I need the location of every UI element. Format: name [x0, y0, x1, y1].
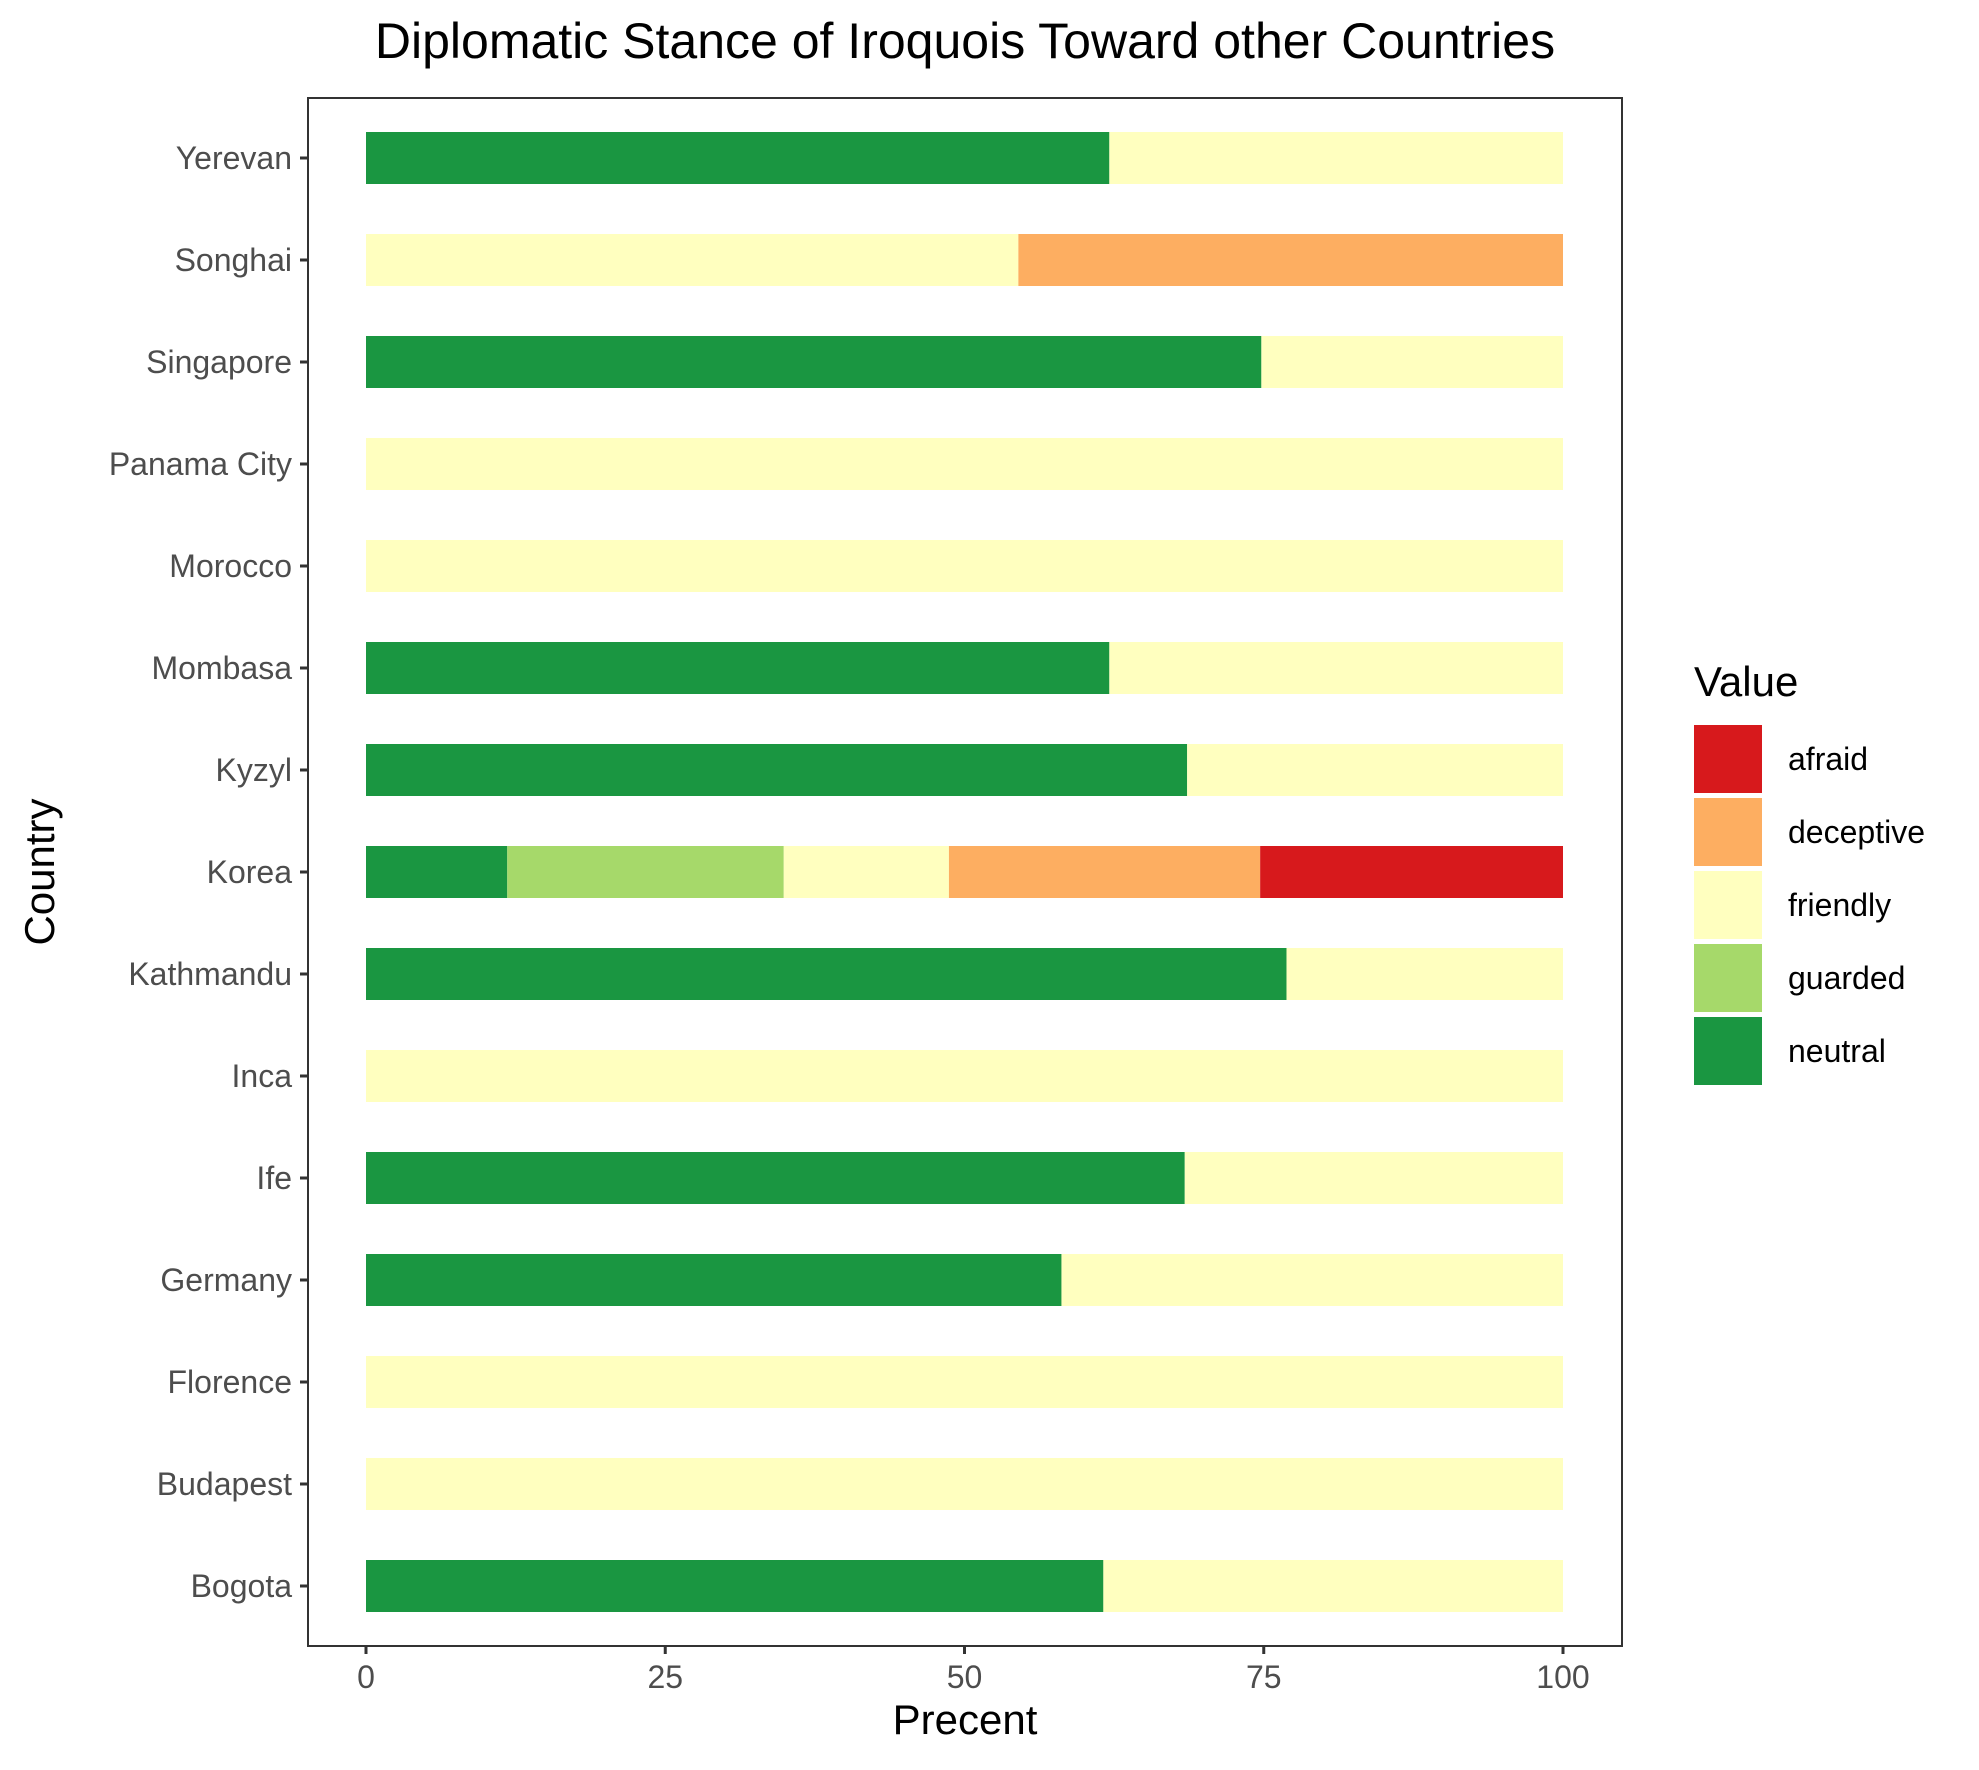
bar-segment-friendly	[1261, 336, 1563, 388]
bar-segment-friendly	[366, 1356, 1563, 1408]
y-tick-label: Korea	[207, 854, 293, 890]
bar-segment-neutral	[366, 642, 1110, 694]
y-tick-label: Singapore	[146, 344, 292, 380]
bar-segment-neutral	[366, 1254, 1062, 1306]
legend: afraid deceptive friendly guarded neutral	[1694, 725, 1925, 1085]
bar-segment-afraid	[1260, 846, 1563, 898]
legend-label-deceptive: deceptive	[1788, 814, 1925, 850]
chart-title: Diplomatic Stance of Iroquois Toward oth…	[375, 13, 1555, 69]
x-tick-label: 75	[1246, 1659, 1282, 1695]
legend-swatch-neutral	[1694, 1017, 1762, 1085]
legend-swatch-friendly	[1694, 871, 1762, 939]
legend-label-friendly: friendly	[1788, 887, 1891, 923]
bar-segment-friendly	[366, 540, 1563, 592]
y-tick-label: Inca	[232, 1058, 293, 1094]
bar-segment-friendly	[1187, 744, 1563, 796]
legend-label-afraid: afraid	[1788, 741, 1868, 777]
y-tick-label: Germany	[160, 1262, 292, 1298]
legend-swatch-guarded	[1694, 944, 1762, 1012]
y-tick-label: Ife	[256, 1160, 292, 1196]
bar-segment-friendly	[1184, 1152, 1563, 1204]
y-tick-label: Yerevan	[176, 140, 292, 176]
legend-swatch-deceptive	[1694, 798, 1762, 866]
y-tick-label: Morocco	[169, 548, 292, 584]
y-tick-label: Florence	[168, 1364, 293, 1400]
bar-segment-friendly	[366, 234, 1019, 286]
bar-segment-neutral	[366, 744, 1188, 796]
bar-segment-deceptive	[1018, 234, 1563, 286]
bar-segment-friendly	[1061, 1254, 1563, 1306]
legend-label-guarded: guarded	[1788, 960, 1905, 996]
y-axis: Yerevan Songhai Singapore Panama City Morocc…	[109, 140, 308, 1604]
bar-segment-friendly	[1286, 948, 1563, 1000]
bar-segment-neutral	[366, 846, 508, 898]
legend-swatch-afraid	[1694, 725, 1762, 793]
bar-segment-neutral	[366, 1152, 1185, 1204]
plot-area	[366, 132, 1563, 1612]
bar-segment-friendly	[366, 1050, 1563, 1102]
bar-segment-friendly	[783, 846, 949, 898]
bar-segment-neutral	[366, 336, 1262, 388]
bar-segment-neutral	[366, 132, 1110, 184]
y-tick-label: Panama City	[109, 446, 292, 482]
x-axis: 0 25 50 75 100	[357, 1646, 1590, 1695]
legend-label-neutral: neutral	[1788, 1033, 1886, 1069]
y-tick-label: Bogota	[191, 1568, 293, 1604]
bar-segment-neutral	[366, 948, 1287, 1000]
x-tick-label: 0	[357, 1659, 375, 1695]
bar-segment-friendly	[366, 438, 1563, 490]
y-tick-label: Kyzyl	[216, 752, 292, 788]
bar-segment-friendly	[1109, 642, 1563, 694]
bar-segment-friendly	[366, 1458, 1563, 1510]
x-tick-label: 25	[647, 1659, 683, 1695]
bar-segment-friendly	[1109, 132, 1563, 184]
bar-segment-deceptive	[948, 846, 1261, 898]
bar-segment-guarded	[507, 846, 784, 898]
legend-title: Value	[1694, 658, 1798, 705]
y-tick-label: Kathmandu	[128, 956, 292, 992]
y-axis-title: Country	[16, 798, 63, 945]
bar-segment-neutral	[366, 1560, 1104, 1612]
x-axis-title: Precent	[893, 1696, 1038, 1743]
y-tick-label: Songhai	[175, 242, 292, 278]
y-tick-label: Budapest	[157, 1466, 292, 1502]
x-tick-label: 50	[947, 1659, 983, 1695]
x-tick-label: 100	[1536, 1659, 1589, 1695]
bar-segment-friendly	[1103, 1560, 1563, 1612]
y-tick-label: Mombasa	[152, 650, 293, 686]
